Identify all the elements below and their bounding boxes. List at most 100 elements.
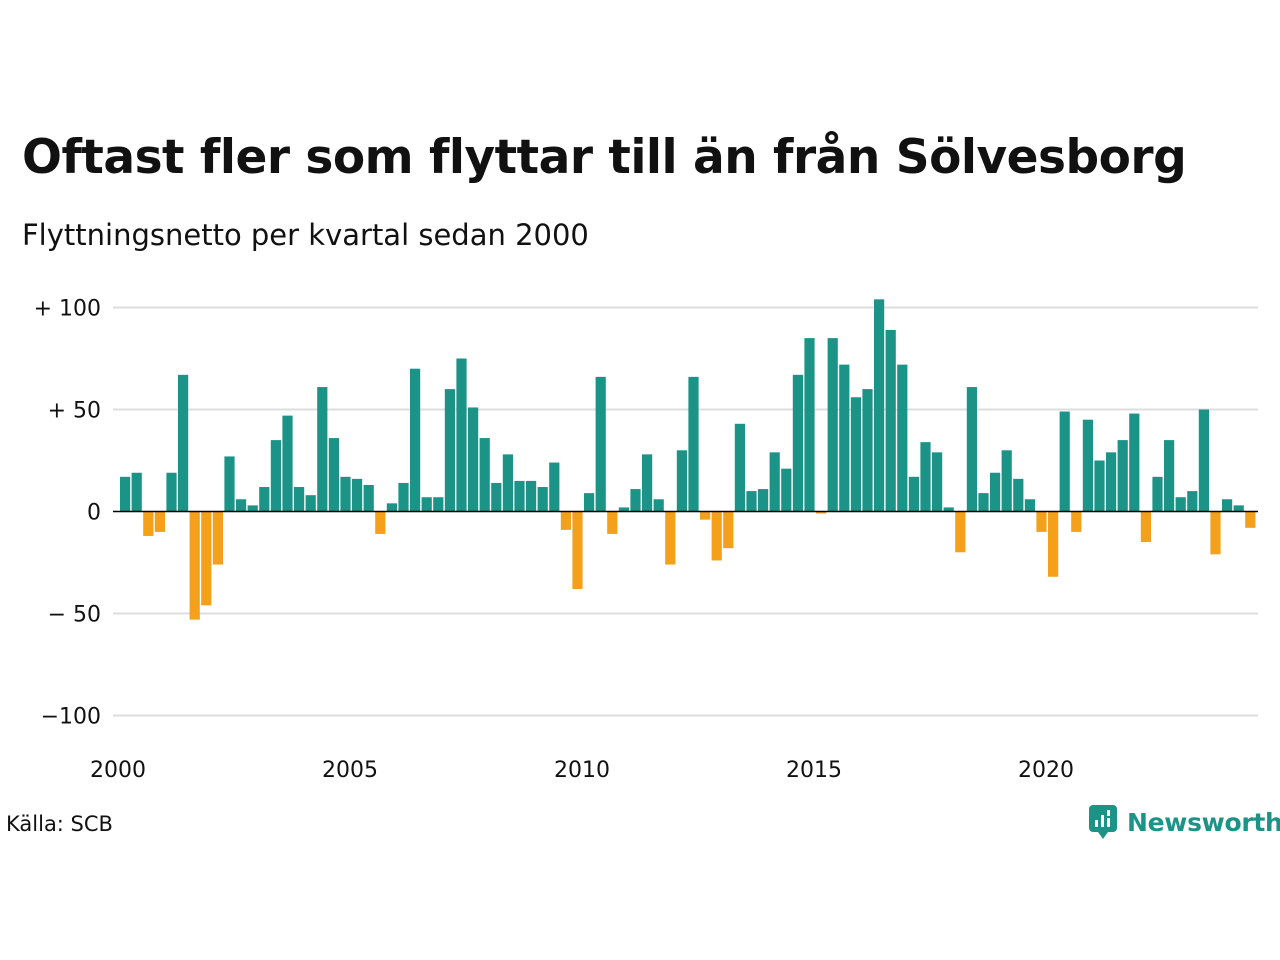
bar <box>1036 511 1047 532</box>
bar <box>270 440 281 512</box>
bar <box>1082 419 1093 512</box>
bar <box>978 493 989 512</box>
bar <box>618 507 629 512</box>
x-tick-label: 2005 <box>322 758 378 783</box>
bar <box>990 472 1001 512</box>
bar <box>433 497 444 512</box>
bar <box>688 376 699 512</box>
bar <box>259 487 270 512</box>
x-tick-label: 2020 <box>1018 758 1074 783</box>
x-tick-label: 2000 <box>90 758 146 783</box>
bar <box>236 499 247 512</box>
y-tick-label: 0 <box>87 501 101 526</box>
bar <box>1198 409 1209 512</box>
bar <box>769 452 780 512</box>
bar <box>1222 499 1233 512</box>
bar <box>850 397 861 512</box>
x-tick-label: 2015 <box>786 758 842 783</box>
bar <box>468 407 479 512</box>
bar <box>1013 478 1024 512</box>
bar <box>1210 511 1221 555</box>
bar <box>885 329 896 512</box>
bar <box>398 482 409 512</box>
bar <box>792 374 803 512</box>
bar <box>966 387 977 512</box>
bar <box>212 511 223 565</box>
bar <box>827 338 838 512</box>
chart-title: Oftast fler som flyttar till än från Söl… <box>22 130 1187 185</box>
bar <box>1024 499 1035 512</box>
chart-subtitle: Flyttningsnetto per kvartal sedan 2000 <box>22 218 589 252</box>
bar <box>1175 497 1186 512</box>
bar <box>932 452 943 512</box>
y-axis-labels: + 100 + 50 0 − 50 −100 <box>34 297 101 730</box>
bar <box>166 472 177 512</box>
bar <box>723 511 734 549</box>
bar <box>491 482 502 512</box>
bar <box>201 511 212 606</box>
x-tick-label: 2010 <box>554 758 610 783</box>
bar <box>224 456 235 512</box>
bar <box>247 505 258 512</box>
bar <box>676 450 687 512</box>
bar <box>897 364 908 512</box>
bar <box>444 389 455 512</box>
bar <box>1152 476 1163 512</box>
bar <box>816 511 827 514</box>
bar <box>421 497 432 512</box>
bar <box>143 511 154 536</box>
bar <box>514 480 525 512</box>
bar <box>375 511 386 534</box>
y-tick-label: −100 <box>41 705 101 730</box>
gridlines <box>113 306 1258 717</box>
bar <box>526 480 537 512</box>
bar <box>920 442 931 512</box>
bar <box>1094 460 1105 512</box>
bar <box>734 423 745 512</box>
bar <box>282 415 293 512</box>
newsworthy-logo-icon <box>1089 805 1117 839</box>
bar <box>1048 511 1059 577</box>
bar <box>595 376 606 512</box>
bar <box>908 476 919 512</box>
bar <box>363 484 374 512</box>
bar <box>1059 411 1070 512</box>
bar <box>1129 413 1140 512</box>
bar <box>352 478 363 512</box>
bar <box>781 468 792 512</box>
bars <box>120 299 1256 620</box>
bar <box>943 507 954 512</box>
bar <box>189 511 200 620</box>
bar <box>711 511 722 561</box>
bar <box>1245 511 1256 528</box>
bar <box>1140 511 1151 543</box>
bar <box>456 358 467 512</box>
bar <box>758 489 769 512</box>
bar <box>120 476 131 512</box>
bar <box>665 511 676 565</box>
bar <box>178 374 189 512</box>
bar <box>294 487 305 512</box>
bar <box>410 368 421 512</box>
bar <box>653 499 664 512</box>
bar <box>630 489 641 512</box>
bar <box>839 364 850 512</box>
x-axis-labels: 2000 2005 2010 2015 2020 <box>90 758 1074 783</box>
brand-name: Newsworthy <box>1127 807 1280 837</box>
bar <box>700 511 711 520</box>
bar <box>131 472 142 512</box>
bar <box>955 511 966 553</box>
bar <box>560 511 571 530</box>
bar <box>1117 440 1128 512</box>
source-note: Källa: SCB <box>6 812 113 836</box>
y-tick-label: − 50 <box>48 603 101 628</box>
bar <box>1164 440 1175 512</box>
bar <box>607 511 618 534</box>
bar <box>874 299 885 512</box>
bar <box>317 387 328 512</box>
bar <box>340 476 351 512</box>
bar <box>154 511 165 532</box>
bar <box>328 438 339 512</box>
bar <box>549 462 560 512</box>
